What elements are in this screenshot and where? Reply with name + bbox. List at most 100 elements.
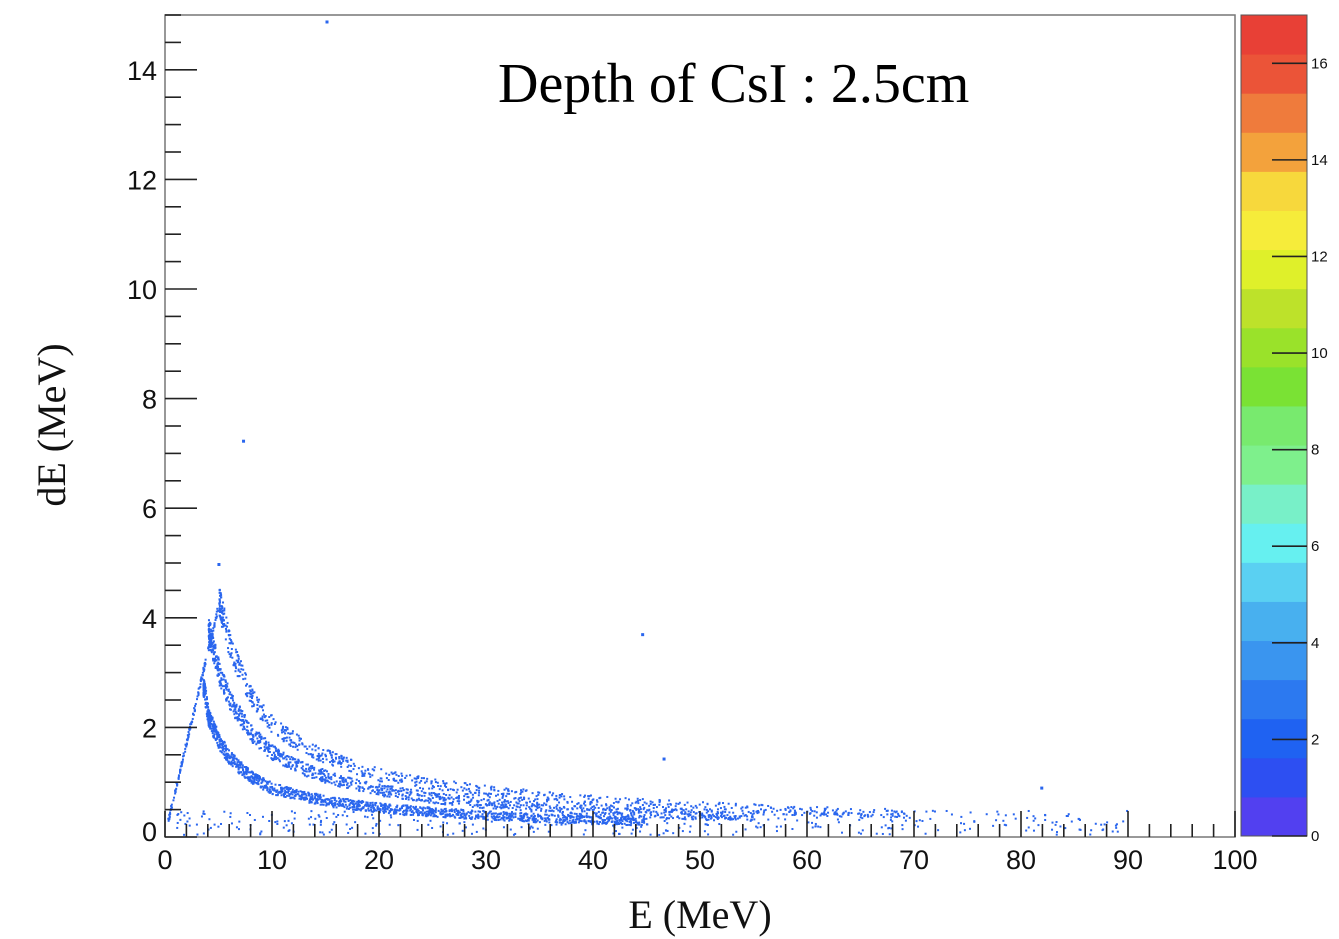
- data-point: [426, 777, 429, 780]
- data-point: [332, 806, 335, 809]
- data-point: [1122, 820, 1125, 823]
- data-point: [324, 810, 327, 813]
- data-point: [621, 826, 624, 829]
- data-point: [683, 813, 686, 816]
- data-point: [303, 791, 306, 794]
- data-point: [368, 805, 371, 808]
- data-point: [897, 814, 900, 817]
- data-point: [201, 671, 204, 674]
- data-point: [256, 740, 259, 743]
- data-point: [246, 721, 249, 724]
- data-point: [589, 803, 592, 806]
- data-point: [351, 780, 354, 783]
- data-point: [339, 783, 342, 786]
- data-point: [180, 764, 183, 767]
- data-point: [184, 822, 187, 825]
- data-point: [224, 753, 227, 756]
- data-point: [432, 786, 435, 789]
- data-point: [635, 808, 638, 811]
- data-point: [767, 818, 770, 821]
- data-point: [348, 803, 351, 806]
- data-point: [239, 766, 242, 769]
- data-point: [544, 817, 547, 820]
- data-point: [250, 781, 253, 784]
- data-point: [211, 636, 214, 639]
- data-point: [579, 816, 582, 819]
- data-point: [294, 746, 297, 749]
- data-point: [208, 644, 211, 647]
- data-point: [723, 814, 726, 817]
- data-point: [488, 796, 491, 799]
- data-point: [416, 789, 419, 792]
- data-point: [303, 773, 306, 776]
- data-point: [357, 785, 360, 788]
- data-point: [383, 784, 386, 787]
- data-point: [313, 792, 316, 795]
- data-point: [544, 813, 547, 816]
- data-point: [471, 816, 474, 819]
- data-point: [362, 800, 365, 803]
- data-point: [219, 680, 222, 683]
- data-point: [617, 821, 620, 824]
- data-point: [510, 812, 513, 815]
- data-point: [385, 790, 388, 793]
- data-point: [292, 757, 295, 760]
- data-point: [534, 817, 537, 820]
- data-point: [349, 801, 352, 804]
- data-point: [715, 812, 718, 815]
- data-point: [556, 799, 559, 802]
- data-point: [299, 761, 302, 764]
- data-point: [297, 759, 300, 762]
- data-point: [662, 832, 665, 835]
- data-point: [229, 703, 232, 706]
- data-point: [297, 758, 300, 761]
- data-point: [379, 802, 382, 805]
- data-point: [172, 799, 175, 802]
- data-point: [326, 798, 329, 801]
- data-point: [278, 752, 281, 755]
- data-point: [489, 792, 492, 795]
- data-point: [250, 732, 253, 735]
- data-point: [432, 792, 435, 795]
- data-point: [221, 671, 224, 674]
- data-point: [884, 824, 887, 827]
- data-point: [595, 803, 598, 806]
- data-point: [233, 713, 236, 716]
- data-point: [357, 805, 360, 808]
- data-point: [211, 633, 214, 636]
- data-point: [274, 783, 277, 786]
- data-point: [446, 833, 449, 836]
- data-point: [442, 780, 445, 783]
- data-point: [587, 797, 590, 800]
- data-point: [221, 685, 224, 688]
- data-point: [602, 820, 605, 823]
- data-point: [293, 797, 296, 800]
- data-point: [794, 813, 797, 816]
- data-point: [640, 824, 643, 827]
- data-point: [321, 757, 324, 760]
- data-point: [562, 805, 565, 808]
- data-point: [624, 807, 627, 810]
- data-point: [194, 704, 197, 707]
- data-point: [635, 807, 638, 810]
- data-point: [411, 798, 414, 801]
- data-point: [207, 646, 210, 649]
- data-point: [380, 803, 383, 806]
- data-point: [223, 740, 226, 743]
- data-point: [512, 816, 515, 819]
- data-point: [283, 820, 286, 823]
- data-point: [634, 817, 637, 820]
- data-point: [398, 807, 401, 810]
- data-point: [950, 813, 953, 816]
- data-point: [665, 817, 668, 820]
- data-point: [202, 810, 205, 813]
- data-point: [476, 815, 479, 818]
- data-point: [717, 816, 720, 819]
- data-point: [489, 810, 492, 813]
- data-point: [458, 811, 461, 814]
- data-point: [271, 744, 274, 747]
- data-point: [868, 811, 871, 814]
- data-point: [317, 747, 320, 750]
- data-point: [387, 779, 390, 782]
- z-tick-label: 12: [1311, 248, 1328, 265]
